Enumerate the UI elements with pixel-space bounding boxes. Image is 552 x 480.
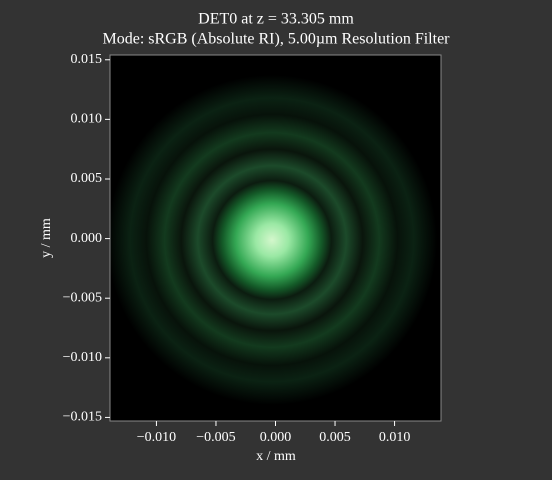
y-tick-label: 0.005 xyxy=(71,171,103,186)
intensity-image xyxy=(110,55,441,421)
x-tick-label: −0.005 xyxy=(196,430,235,445)
x-tick-label: 0.000 xyxy=(260,430,292,445)
x-axis-label: x / mm xyxy=(256,449,296,464)
y-tick-label: 0.015 xyxy=(71,52,103,67)
y-tick-label: −0.010 xyxy=(63,350,102,365)
chart-subtitle: Mode: sRGB (Absolute RI), 5.00µm Resolut… xyxy=(103,31,451,48)
y-tick-label: −0.015 xyxy=(63,410,102,425)
chart-title: DET0 at z = 33.305 mm xyxy=(198,11,354,28)
y-tick-label: 0.010 xyxy=(71,112,103,127)
x-tick-label: 0.010 xyxy=(379,430,411,445)
y-tick-label: 0.000 xyxy=(71,231,103,246)
x-tick-label: −0.010 xyxy=(137,430,176,445)
y-axis-label: y / mm xyxy=(39,218,54,258)
y-tick-label: −0.005 xyxy=(63,290,102,305)
x-tick-label: 0.005 xyxy=(319,430,351,445)
